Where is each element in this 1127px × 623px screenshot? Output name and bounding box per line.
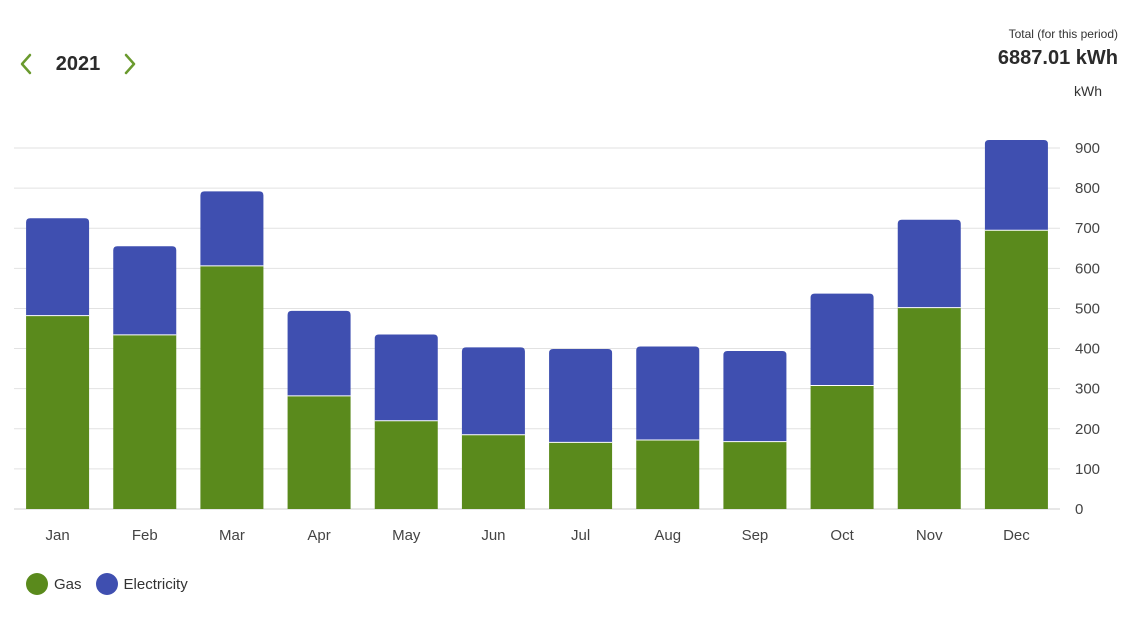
bar-stack-jan[interactable] xyxy=(26,218,90,509)
bar-electricity-aug[interactable] xyxy=(636,346,700,441)
y-tick-label: 400 xyxy=(1075,341,1100,358)
x-tick-label: Feb xyxy=(132,527,158,544)
x-tick-label: Sep xyxy=(742,527,769,544)
bar-gas-mar[interactable] xyxy=(200,265,264,509)
bar-electricity-apr[interactable] xyxy=(287,310,351,396)
legend-label-electricity: Electricity xyxy=(123,575,188,593)
x-tick-label: Oct xyxy=(830,527,854,544)
bar-gas-aug[interactable] xyxy=(636,440,700,509)
y-tick-label: 700 xyxy=(1075,220,1100,237)
bar-gas-apr[interactable] xyxy=(287,395,351,509)
x-tick-label: Jul xyxy=(571,527,590,544)
year-navigation: 2021 xyxy=(14,48,142,80)
bar-electricity-jul[interactable] xyxy=(549,348,613,443)
y-tick-label: 500 xyxy=(1075,300,1100,317)
next-year-button[interactable] xyxy=(118,48,142,80)
year-label: 2021 xyxy=(55,52,101,75)
x-tick-label: Nov xyxy=(916,527,943,544)
x-tick-label: Apr xyxy=(307,527,330,544)
bar-stack-aug[interactable] xyxy=(636,346,700,509)
bar-gas-dec[interactable] xyxy=(984,230,1048,509)
bar-stack-nov[interactable] xyxy=(897,219,961,509)
legend-swatch-electricity xyxy=(95,573,118,595)
bar-stack-dec[interactable] xyxy=(984,139,1048,509)
bar-stack-mar[interactable] xyxy=(200,191,264,509)
legend-swatch-gas xyxy=(26,573,48,595)
legend-label-gas: Gas xyxy=(54,575,82,593)
bar-stack-may[interactable] xyxy=(374,334,438,509)
bar-electricity-sep[interactable] xyxy=(723,350,787,442)
y-tick-label: 600 xyxy=(1075,260,1100,277)
x-tick-label: Aug xyxy=(654,527,681,544)
bar-stack-jun[interactable] xyxy=(461,347,525,509)
total-caption: Total (for this period) xyxy=(1008,27,1118,41)
x-tick-label: Dec xyxy=(1003,527,1030,544)
bar-electricity-jun[interactable] xyxy=(461,347,525,435)
bar-stack-sep[interactable] xyxy=(723,350,787,509)
chart-legend: Gas Electricity xyxy=(26,573,188,595)
x-tick-label: Mar xyxy=(219,527,245,544)
x-tick-label: May xyxy=(392,527,421,544)
bar-gas-jul[interactable] xyxy=(549,442,613,509)
bar-stack-oct[interactable] xyxy=(810,293,874,509)
y-tick-label: 100 xyxy=(1075,461,1100,478)
bar-gas-nov[interactable] xyxy=(897,307,961,509)
bar-electricity-dec[interactable] xyxy=(984,139,1048,231)
y-tick-label: 900 xyxy=(1075,140,1100,157)
bar-electricity-mar[interactable] xyxy=(200,191,264,266)
total-summary: Total (for this period) 6887.01 kWh xyxy=(998,27,1118,70)
bar-electricity-jan[interactable] xyxy=(26,218,90,316)
bar-gas-sep[interactable] xyxy=(723,441,787,509)
legend-item-electricity[interactable]: Electricity xyxy=(95,573,188,595)
y-axis-unit-label: kWh xyxy=(1074,83,1102,99)
bar-electricity-may[interactable] xyxy=(374,334,438,421)
bar-gas-jan[interactable] xyxy=(26,315,90,509)
stacked-bar-chart: 0 100 200 300 400 500 600 700 800 900 Jan Feb Mar Apr… xyxy=(14,139,1100,544)
x-tick-label: Jun xyxy=(481,527,505,544)
bar-electricity-oct[interactable] xyxy=(810,293,874,386)
bar-gas-feb[interactable] xyxy=(113,334,177,509)
y-tick-label: 800 xyxy=(1075,180,1100,197)
bar-electricity-feb[interactable] xyxy=(113,246,177,335)
total-value: 6887.01 kWh xyxy=(997,47,1118,69)
chevron-left-icon xyxy=(20,53,32,75)
chevron-right-icon xyxy=(124,53,136,75)
bar-stack-apr[interactable] xyxy=(287,310,351,509)
previous-year-button[interactable] xyxy=(14,48,38,80)
x-tick-label: Jan xyxy=(45,527,69,544)
legend-item-gas[interactable]: Gas xyxy=(26,573,82,595)
bar-gas-oct[interactable] xyxy=(810,385,874,509)
bar-stack-jul[interactable] xyxy=(549,348,613,509)
y-tick-label: 0 xyxy=(1075,501,1083,518)
y-tick-label: 300 xyxy=(1075,381,1100,398)
bar-gas-may[interactable] xyxy=(374,420,438,509)
bar-stack-feb[interactable] xyxy=(113,246,177,509)
y-tick-label: 200 xyxy=(1075,421,1100,438)
bar-electricity-nov[interactable] xyxy=(897,219,961,308)
bar-gas-jun[interactable] xyxy=(461,434,525,509)
